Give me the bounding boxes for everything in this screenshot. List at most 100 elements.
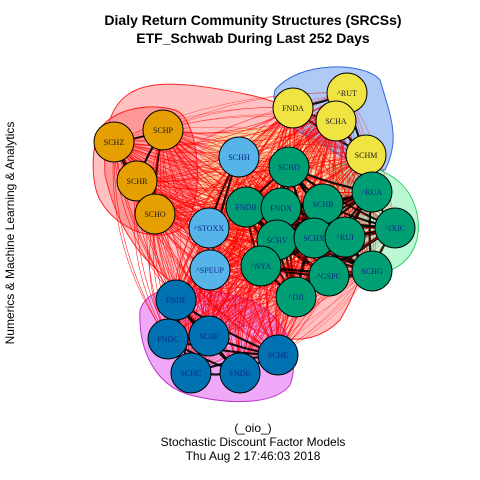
node-schd: SCHD <box>268 146 310 188</box>
node-label-schm: SCHM <box>355 151 378 160</box>
node-label-schg: SCHG <box>361 267 383 276</box>
node-label-rua: ^RUA <box>362 188 383 197</box>
node-label-schv: SCHV <box>266 236 288 245</box>
node-schb: SCHB <box>302 183 344 225</box>
node-circle-rua <box>351 171 393 213</box>
node-fndc: FNDC <box>147 318 189 360</box>
node-label-ixic: ^IXIC <box>385 224 405 233</box>
node-schh: SCHH <box>218 136 260 178</box>
edge-scho-fnda <box>154 107 294 215</box>
node-label-schp: SCHP <box>153 126 174 135</box>
node-circle-fndc <box>147 318 189 360</box>
node-schf: SCHF <box>188 315 230 357</box>
node-schm: SCHM <box>345 134 387 176</box>
node-fnde: FNDE <box>219 352 261 394</box>
edge-schz-fndc <box>112 141 169 340</box>
node-label-fnde: FNDE <box>230 369 251 378</box>
node-circle-schz <box>93 121 135 163</box>
node-label-rut: ^RUT <box>337 89 357 98</box>
y-axis-label: Numerics & Machine Learning & Analytics <box>3 122 17 345</box>
node-label-dji: ^DJI <box>288 293 304 302</box>
edge-scha-stoxx <box>208 120 337 229</box>
node-dji: ^DJI <box>275 276 317 318</box>
node-circle-schr <box>116 160 158 202</box>
node-label-fndf: FNDF <box>166 296 187 305</box>
node-circle-fnda <box>272 87 314 129</box>
edge-schr-fnda <box>136 107 294 182</box>
node-schz: SCHZ <box>93 121 135 163</box>
node-circle-nya <box>240 245 282 287</box>
node-schp: SCHP <box>142 109 184 151</box>
edge-schh-ixic <box>238 156 396 229</box>
node-label-fndx: FNDX <box>270 204 292 213</box>
figure-title-line2: ETF_Schwab During Last 252 Days <box>136 30 370 46</box>
node-fndx: FNDX <box>260 187 302 229</box>
node-label-schh: SCHH <box>228 153 250 162</box>
edge-schp-scha <box>162 114 337 131</box>
node-circle-scho <box>134 193 176 235</box>
node-gspc: ^GSPC <box>308 255 350 297</box>
node-fndf: FNDF <box>155 279 197 321</box>
node-label-rui: ^RUI <box>336 233 354 242</box>
footer-line2: Stochastic Discount Factor Models <box>161 435 346 449</box>
node-circle-speup <box>189 249 231 291</box>
node-circle-schd <box>268 146 310 188</box>
node-label-fndc: FNDC <box>157 335 178 344</box>
node-circle-schh <box>218 136 260 178</box>
node-label-nya: ^NYA <box>251 262 271 271</box>
node-sche: SCHE <box>257 334 299 376</box>
edge-schp-schm <box>162 129 367 164</box>
node-label-schc: SCHC <box>181 369 202 378</box>
edge-schp-fndc <box>146 129 169 340</box>
node-circle-scha <box>315 100 357 142</box>
node-label-gspc: ^GSPC <box>317 272 341 281</box>
footer-line1: (_oio_) <box>234 421 271 435</box>
node-label-schb: SCHB <box>313 200 334 209</box>
node-circle-rui <box>324 216 366 258</box>
edge-ixic-sche <box>277 227 396 356</box>
node-circle-schf <box>188 315 230 357</box>
footer-line3: Thu Aug 2 17:46:03 2018 <box>186 449 321 463</box>
node-circle-fnde <box>219 352 261 394</box>
node-circle-stoxx <box>188 207 230 249</box>
node-label-schz: SCHZ <box>104 138 125 147</box>
edge-schr-rut <box>136 92 348 182</box>
node-schc: SCHC <box>170 352 212 394</box>
figure-title-line1: Dialy Return Community Structures (SRCSs… <box>104 12 401 28</box>
node-speup: ^SPEUP <box>189 249 231 291</box>
node-circle-ixic <box>374 207 416 249</box>
node-label-schf: SCHF <box>199 332 220 341</box>
node-circle-dji <box>275 276 317 318</box>
node-nya: ^NYA <box>240 245 282 287</box>
node-scha: SCHA <box>315 100 357 142</box>
node-label-fnda: FNDA <box>282 104 304 113</box>
edge-gspc-fndc <box>167 275 330 340</box>
edge-fnda-fndf <box>175 107 294 301</box>
node-circle-gspc <box>308 255 350 297</box>
node-circle-sche <box>257 334 299 376</box>
node-scho: SCHO <box>134 193 176 235</box>
node-rui: ^RUI <box>324 216 366 258</box>
node-label-speup: ^SPEUP <box>196 266 224 275</box>
node-label-schx: SCHX <box>303 234 325 243</box>
node-ixic: ^IXIC <box>374 207 416 249</box>
node-label-scho: SCHO <box>144 210 166 219</box>
node-label-fndb: FNDB <box>235 203 256 212</box>
node-fndb: FNDB <box>225 186 267 228</box>
edge-schd-sche <box>277 166 296 356</box>
node-label-scha: SCHA <box>325 117 347 126</box>
node-circle-fndf <box>155 279 197 321</box>
node-schg: SCHG <box>351 250 393 292</box>
node-fnda: FNDA <box>272 87 314 129</box>
node-rua: ^RUA <box>351 171 393 213</box>
node-label-schr: SCHR <box>127 177 149 186</box>
network-nodes: SCHZ SCHP SCHR SCHO FNDA ^RUT SCHA SCHM SCHH ^STO… <box>93 72 416 394</box>
node-label-sche: SCHE <box>268 351 289 360</box>
node-label-schd: SCHD <box>278 163 300 172</box>
edge-schp-rut <box>162 92 348 131</box>
edge-schb-fndf <box>175 203 324 301</box>
node-circle-schg <box>351 250 393 292</box>
node-label-stoxx: ^STOXX <box>194 224 225 233</box>
node-circle-schp <box>142 109 184 151</box>
node-stoxx: ^STOXX <box>188 207 230 249</box>
